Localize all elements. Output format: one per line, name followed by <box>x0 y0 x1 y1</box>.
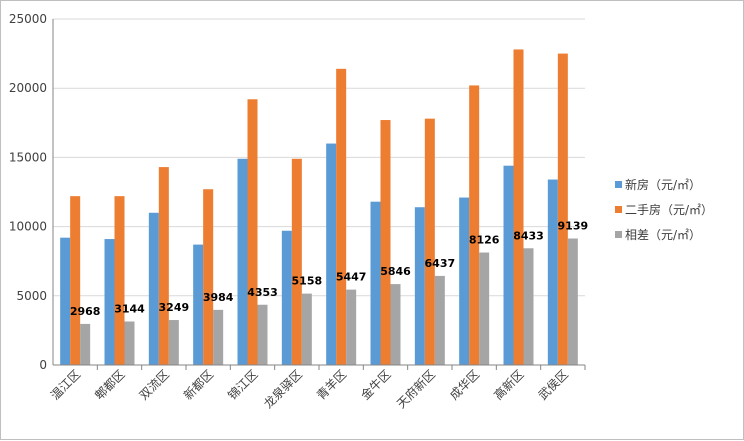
y-tick-label: 20000 <box>9 81 47 95</box>
bar <box>148 212 159 365</box>
y-tick-label: 25000 <box>9 12 47 26</box>
bar <box>114 196 125 365</box>
x-tick-label: 锦江区 <box>225 367 260 402</box>
x-tick-label: 双流区 <box>137 367 172 402</box>
bar <box>503 165 514 365</box>
bar <box>104 239 115 365</box>
x-tick-label: 武侯区 <box>536 367 571 402</box>
data-label: 3984 <box>203 291 234 304</box>
y-tick-label: 5000 <box>16 289 47 303</box>
data-label: 2968 <box>70 305 101 318</box>
bar <box>459 197 470 365</box>
bar <box>168 320 179 365</box>
data-label: 9139 <box>558 220 589 233</box>
x-tick-label: 天府新区 <box>393 367 438 412</box>
x-tick-label: 郫都区 <box>92 367 128 403</box>
bar <box>247 99 258 365</box>
bar <box>547 179 558 365</box>
data-labels: 2968 3144 3249 3984 4353 5158 5447 5846 6437 8126… <box>70 220 588 318</box>
data-label: 8433 <box>513 229 544 242</box>
data-label: 3144 <box>114 302 145 315</box>
bar <box>281 230 292 365</box>
bar <box>203 189 214 365</box>
bar <box>390 284 401 365</box>
legend-swatch <box>615 206 622 213</box>
bar <box>291 158 302 365</box>
bar <box>370 201 381 365</box>
data-label: 5846 <box>380 265 411 278</box>
data-label: 4353 <box>247 286 278 299</box>
legend-swatch <box>615 181 622 188</box>
data-label: 6437 <box>425 257 456 270</box>
bars <box>60 49 578 365</box>
y-tick-label: 10000 <box>9 220 47 234</box>
legend: 新房（元/㎡） 二手房（元/㎡） 相差（元/㎡） <box>615 177 713 242</box>
data-label: 5158 <box>292 275 323 288</box>
bar <box>193 244 204 365</box>
bar <box>237 158 248 365</box>
data-label: 5447 <box>336 271 367 284</box>
bar <box>213 309 224 365</box>
y-tick-label: 0 <box>39 358 47 372</box>
bar <box>567 238 578 365</box>
bar <box>513 49 524 365</box>
data-label: 3249 <box>159 301 190 314</box>
bar <box>336 68 347 365</box>
data-label: 8126 <box>469 234 500 247</box>
bar <box>70 196 81 365</box>
bar <box>434 275 445 365</box>
x-tick-label: 青羊区 <box>313 367 349 403</box>
bar <box>80 323 91 365</box>
bar <box>326 143 337 365</box>
x-tick-label: 新都区 <box>180 367 216 403</box>
legend-entry: 新房（元/㎡） <box>625 177 701 192</box>
x-tick-label: 成华区 <box>447 367 482 402</box>
x-tick-label: 龙泉驿区 <box>261 367 305 411</box>
legend-entry: 二手房（元/㎡） <box>625 202 713 217</box>
bar <box>479 252 490 365</box>
x-tick-label: 高新区 <box>491 367 527 403</box>
x-tick-label: 温江区 <box>48 367 83 402</box>
bar <box>60 237 71 365</box>
legend-swatch <box>615 231 622 238</box>
bar <box>301 293 312 365</box>
y-tick-label: 15000 <box>9 150 47 164</box>
x-tick-label: 金牛区 <box>358 367 394 403</box>
bar <box>380 120 391 365</box>
legend-entry: 相差（元/㎡） <box>625 228 701 242</box>
bar <box>346 289 357 365</box>
bar <box>414 207 425 365</box>
bar <box>124 321 135 365</box>
bar <box>424 118 435 365</box>
bar <box>557 53 568 365</box>
bar <box>469 85 480 365</box>
bar <box>523 248 534 365</box>
bar <box>158 167 169 365</box>
bar <box>257 304 268 365</box>
gridlines <box>53 18 585 297</box>
